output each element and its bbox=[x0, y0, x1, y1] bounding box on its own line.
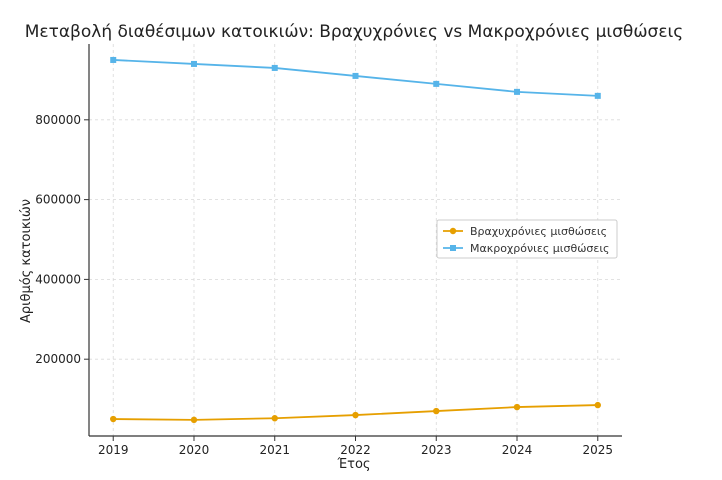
data-point-marker bbox=[594, 92, 601, 99]
grid bbox=[89, 44, 622, 436]
data-point-marker bbox=[190, 60, 197, 67]
y-tick-label: 400000 bbox=[35, 272, 81, 286]
legend-marker bbox=[449, 227, 457, 235]
x-tick-label: 2024 bbox=[502, 443, 533, 457]
x-tick-label: 2025 bbox=[582, 443, 613, 457]
data-point-marker bbox=[271, 415, 278, 422]
x-tick-label: 2020 bbox=[179, 443, 210, 457]
data-point-marker bbox=[271, 64, 278, 71]
x-tick-label: 2023 bbox=[421, 443, 452, 457]
data-point-marker bbox=[513, 403, 521, 411]
y-axis-label: Αριθμός κατοικιών bbox=[19, 199, 34, 323]
series-layer bbox=[110, 56, 601, 424]
legend-label: Βραχυχρόνιες μισθώσεις bbox=[470, 225, 607, 238]
x-tick-label: 2021 bbox=[259, 443, 290, 457]
data-point-marker bbox=[190, 416, 198, 424]
legend-label: Μακροχρόνιες μισθώσεις bbox=[470, 242, 610, 255]
y-tick-label: 600000 bbox=[35, 193, 81, 207]
data-point-marker bbox=[110, 56, 117, 63]
y-tick-label: 200000 bbox=[35, 352, 81, 366]
chart-title: Μεταβολή διαθέσιμων κατοικιών: Βραχυχρόν… bbox=[25, 22, 684, 42]
data-point-marker bbox=[433, 80, 440, 87]
data-point-marker bbox=[514, 88, 521, 95]
legend: Βραχυχρόνιες μισθώσεις Μακροχρόνιες μισθώ… bbox=[436, 219, 618, 259]
data-point-marker bbox=[594, 401, 601, 409]
data-point-marker bbox=[352, 72, 359, 79]
x-axis-label: Έτος bbox=[336, 457, 370, 472]
x-tick-label: 2022 bbox=[340, 443, 371, 457]
y-tick-label: 800000 bbox=[35, 113, 81, 127]
data-point-marker bbox=[110, 415, 117, 423]
data-point-marker bbox=[433, 407, 440, 415]
legend-box bbox=[436, 219, 618, 259]
data-point-marker bbox=[352, 411, 359, 419]
legend-marker bbox=[450, 245, 456, 251]
x-tick-label: 2019 bbox=[98, 443, 129, 457]
tick-labels: 2019 2020 2021 2022 2023 2024 2025 200000 400000… bbox=[35, 113, 613, 457]
axes bbox=[84, 44, 622, 441]
